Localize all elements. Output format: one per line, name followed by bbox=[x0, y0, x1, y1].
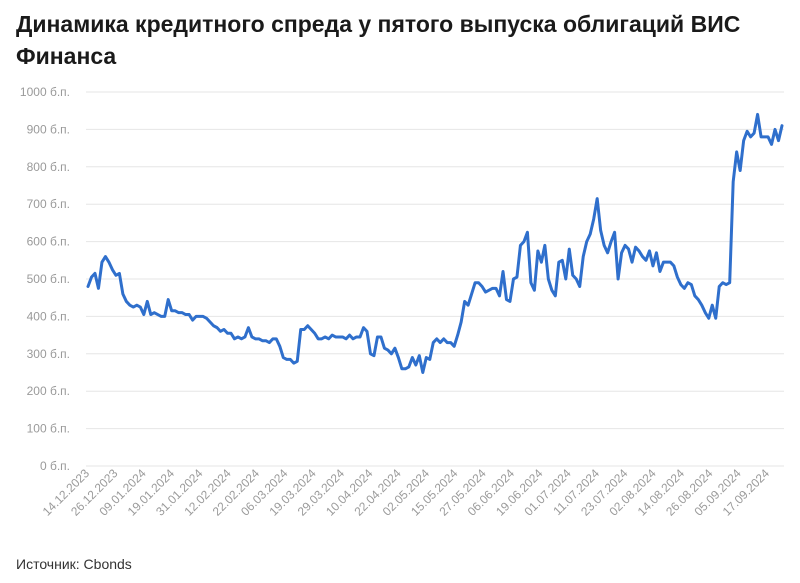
y-tick-label: 400 б.п. bbox=[27, 309, 70, 323]
y-tick-label: 300 б.п. bbox=[27, 347, 70, 361]
y-axis-ticks: 0 б.п. 100 б.п. 200 б.п. 300 б.п. 400 б.п. 50… bbox=[20, 85, 70, 473]
y-tick-label: 1000 б.п. bbox=[20, 85, 70, 99]
y-tick-label: 100 б.п. bbox=[27, 422, 70, 436]
x-axis-ticks: 14.12.202326.12.202309.01.202419.01.2024… bbox=[40, 466, 773, 519]
source-note: Источник: Cbonds bbox=[16, 556, 132, 572]
series-line bbox=[86, 112, 784, 374]
chart-title: Динамика кредитного спреда у пятого выпу… bbox=[16, 11, 741, 69]
y-tick-label: 500 б.п. bbox=[27, 272, 70, 286]
y-tick-label: 200 б.п. bbox=[27, 384, 70, 398]
y-tick-label: 900 б.п. bbox=[27, 122, 70, 136]
y-tick-label: 600 б.п. bbox=[27, 235, 70, 249]
y-tick-label: 800 б.п. bbox=[27, 160, 70, 174]
y-tick-label: 700 б.п. bbox=[27, 197, 70, 211]
y-tick-label: 0 б.п. bbox=[40, 459, 70, 473]
